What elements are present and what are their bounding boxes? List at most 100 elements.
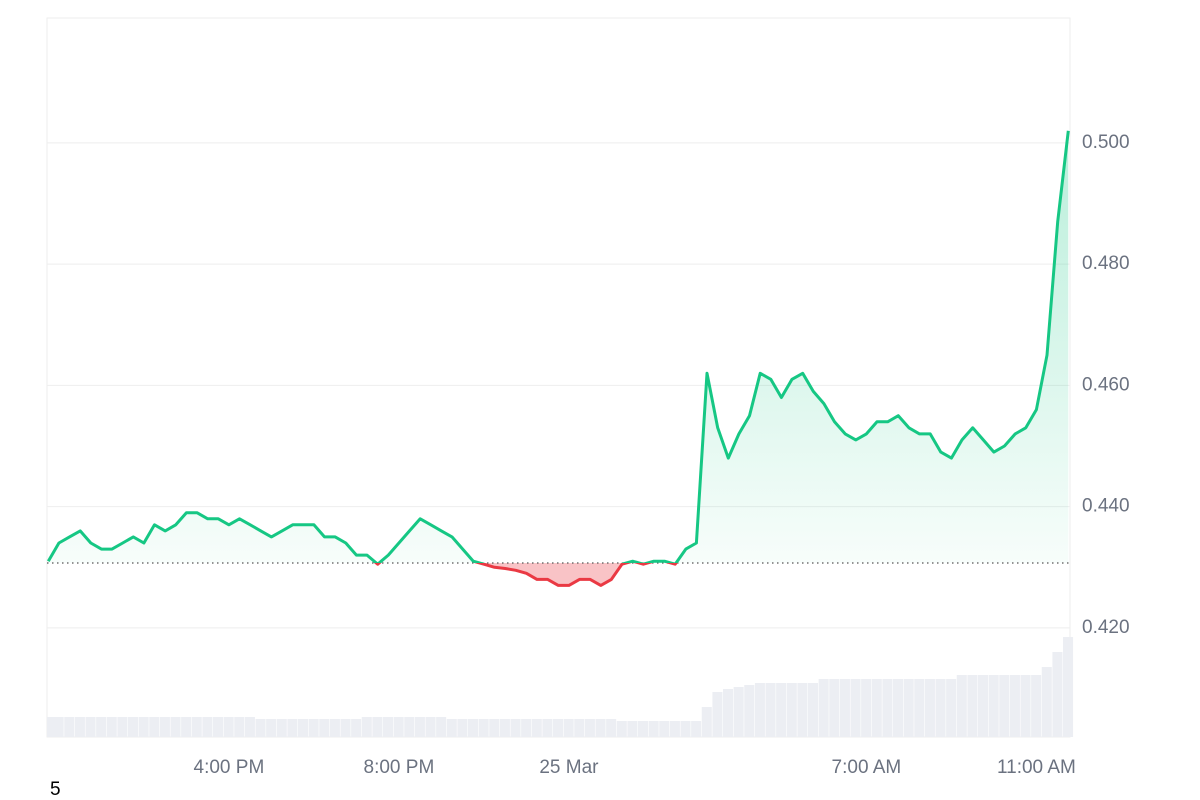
volume-bar xyxy=(287,719,298,737)
y-tick-label: 0.420 xyxy=(1082,617,1130,638)
volume-bar xyxy=(340,719,351,737)
volume-bar xyxy=(1009,675,1020,737)
volume-bar xyxy=(988,675,999,737)
volume-bar xyxy=(765,683,776,737)
volume-bar xyxy=(999,675,1010,737)
volume-bar xyxy=(850,679,861,737)
volume-bar xyxy=(149,717,160,737)
volume-bar xyxy=(776,683,787,737)
volume-bar xyxy=(733,687,744,737)
volume-bar xyxy=(159,717,170,737)
volume-bar xyxy=(553,719,564,737)
volume-bar xyxy=(329,719,340,737)
volume-bar xyxy=(956,675,967,737)
volume-bar xyxy=(276,719,287,737)
volume-bar xyxy=(191,717,202,737)
volume-bar xyxy=(1052,652,1063,737)
volume-bar xyxy=(213,717,224,737)
volume-bar xyxy=(106,717,117,737)
volume-bar xyxy=(128,717,139,737)
volume-bar xyxy=(404,717,415,737)
volume-bar xyxy=(754,683,765,737)
volume-bar xyxy=(606,719,617,737)
volume-bar xyxy=(414,717,425,737)
volume-bar xyxy=(786,683,797,737)
volume-bar xyxy=(266,719,277,737)
volume-bar xyxy=(669,721,680,737)
volume-bar xyxy=(946,679,957,737)
volume-bar xyxy=(96,717,107,737)
volume-bar xyxy=(967,675,978,737)
volume-bar xyxy=(521,719,532,737)
y-tick-label: 0.480 xyxy=(1082,253,1130,274)
volume-bar xyxy=(829,679,840,737)
volume-bar xyxy=(181,717,192,737)
volume-bar xyxy=(893,679,904,737)
volume-bar xyxy=(202,717,213,737)
area-up xyxy=(48,130,1069,564)
volume-bar xyxy=(712,692,723,737)
volume-bar xyxy=(457,719,468,737)
volume-bar xyxy=(138,717,149,737)
price-line-up xyxy=(47,130,1070,564)
volume-bar xyxy=(1031,675,1042,737)
volume-bar xyxy=(797,683,808,737)
volume-bar xyxy=(871,679,882,737)
x-tick-label: 25 Mar xyxy=(539,757,599,778)
x-tick-label: 4:00 PM xyxy=(194,757,265,778)
volume-bar xyxy=(1063,637,1074,737)
y-tick-label: 0.460 xyxy=(1082,374,1130,395)
volume-bar xyxy=(542,719,553,737)
volume-bar xyxy=(839,679,850,737)
volume-bar xyxy=(882,679,893,737)
volume-bar xyxy=(298,719,309,737)
area-down xyxy=(376,563,677,586)
volume-bar xyxy=(170,717,181,737)
volume-bar xyxy=(563,719,574,737)
volume-bar xyxy=(903,679,914,737)
volume-bar xyxy=(393,717,404,737)
volume-bar xyxy=(574,719,585,737)
volume-bar xyxy=(244,717,255,737)
price-line-down xyxy=(373,563,678,587)
volume-bar xyxy=(648,721,659,737)
volume-bar xyxy=(818,679,829,737)
volume-bar xyxy=(638,721,649,737)
volume-bar xyxy=(1041,667,1052,737)
volume-bar xyxy=(74,717,85,737)
x-tick-label: 8:00 PM xyxy=(364,757,435,778)
volume-bar xyxy=(510,719,521,737)
volume-bar xyxy=(308,719,319,737)
volume-bar xyxy=(117,717,128,737)
volume-bar xyxy=(478,719,489,737)
volume-bar xyxy=(499,719,510,737)
volume-bar xyxy=(680,721,691,737)
volume-bar xyxy=(383,717,394,737)
volume-bar xyxy=(446,719,457,737)
plot-frame xyxy=(46,17,1071,738)
volume-bar xyxy=(627,721,638,737)
volume-bar xyxy=(85,717,96,737)
volume-bar xyxy=(595,719,606,737)
volume-bar xyxy=(489,719,500,737)
volume-bar xyxy=(808,683,819,737)
volume-bar xyxy=(914,679,925,737)
volume-bar xyxy=(255,719,266,737)
volume-bar xyxy=(978,675,989,737)
volume-bar xyxy=(659,721,670,737)
volume-bar xyxy=(425,717,436,737)
y-tick-label: 0.500 xyxy=(1082,132,1130,153)
volume-bar xyxy=(234,717,245,737)
volume-bar xyxy=(53,717,64,737)
volume-bar xyxy=(616,721,627,737)
x-tick-label: 7:00 AM xyxy=(832,757,902,778)
volume-bar xyxy=(351,719,362,737)
volume-bar xyxy=(223,717,234,737)
volume-bar xyxy=(861,679,872,737)
volume-bar xyxy=(924,679,935,737)
volume-bar xyxy=(531,719,542,737)
volume-bar xyxy=(744,685,755,737)
volume-bar xyxy=(64,717,75,737)
